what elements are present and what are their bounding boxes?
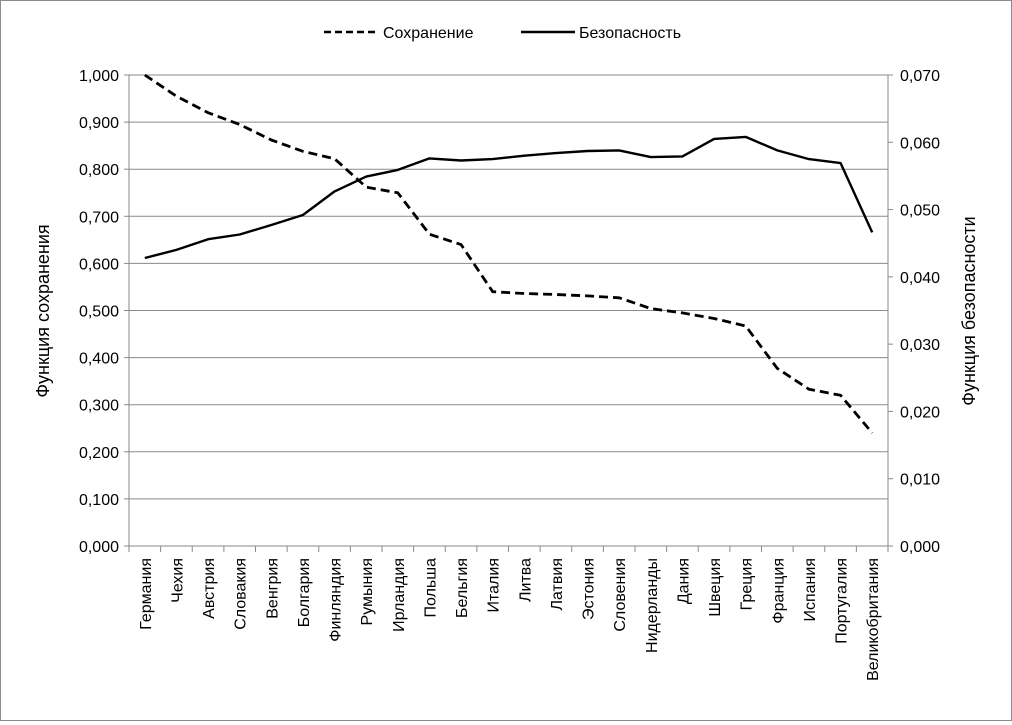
series-lines [145,75,873,433]
category-label: Венгрия [264,558,281,619]
left-axis-tick-labels: 0,000 0,100 0,200 0,300 0,400 0,500 0,600 0,700… [79,68,119,556]
left-tick-label: 0,300 [79,398,119,415]
left-tick-label: 1,000 [79,68,119,85]
category-label: Польша [422,558,439,618]
left-tick-label: 0,200 [79,445,119,462]
category-label: Словения [612,558,629,632]
left-tick-label: 0,100 [79,492,119,509]
right-axis-tick-labels: 0,000 0,010 0,020 0,030 0,040 0,050 0,060 0,070 [900,68,940,556]
axes [124,75,893,552]
category-label: Великобритания [865,558,882,681]
category-label: Испания [802,558,819,622]
right-tick-label: 0,060 [900,135,940,152]
category-label: Португалия [834,558,851,644]
gridlines [129,75,888,499]
category-label: Финляндия [328,558,345,642]
category-label: Греция [739,558,756,610]
left-tick-label: 0,400 [79,351,119,368]
category-label: Нидерланды [644,558,661,653]
category-label: Словакия [233,558,250,630]
category-label: Дания [675,558,692,604]
category-label: Франция [770,558,787,624]
category-label: Ирландия [391,558,408,632]
right-tick-label: 0,010 [900,472,940,489]
legend-label-retention: Сохранение [383,25,474,42]
category-label: Швеция [707,558,724,617]
right-tick-label: 0,000 [900,539,940,556]
category-labels: Германия Чехия Австрия Словакия Венгрия Болга… [138,558,882,681]
category-label: Болгария [296,558,313,627]
left-tick-label: 0,900 [79,115,119,132]
category-label: Латвия [549,558,566,610]
left-tick-label: 0,000 [79,539,119,556]
category-label: Чехия [169,558,186,603]
category-label: Австрия [201,558,218,619]
right-tick-label: 0,040 [900,270,940,287]
right-axis-title: Функция безопасности [959,216,979,405]
legend-label-safety: Безопасность [579,25,681,42]
left-tick-label: 0,800 [79,162,119,179]
right-tick-label: 0,020 [900,404,940,421]
series-line-retention [145,75,872,433]
series-line-safety [145,137,872,258]
category-label: Италия [486,558,503,612]
left-tick-label: 0,600 [79,256,119,273]
right-tick-label: 0,030 [900,337,940,354]
category-label: Германия [138,558,155,630]
category-label: Румыния [359,558,376,625]
left-tick-label: 0,700 [79,209,119,226]
category-label: Бельгия [454,558,471,618]
left-tick-label: 0,500 [79,304,119,321]
category-label: Литва [517,558,534,602]
legend: Сохранение Безопасность [324,25,681,42]
right-tick-label: 0,050 [900,203,940,220]
right-tick-label: 0,070 [900,68,940,85]
category-label: Эстония [581,558,598,620]
left-axis-title: Функция сохранения [33,224,53,397]
